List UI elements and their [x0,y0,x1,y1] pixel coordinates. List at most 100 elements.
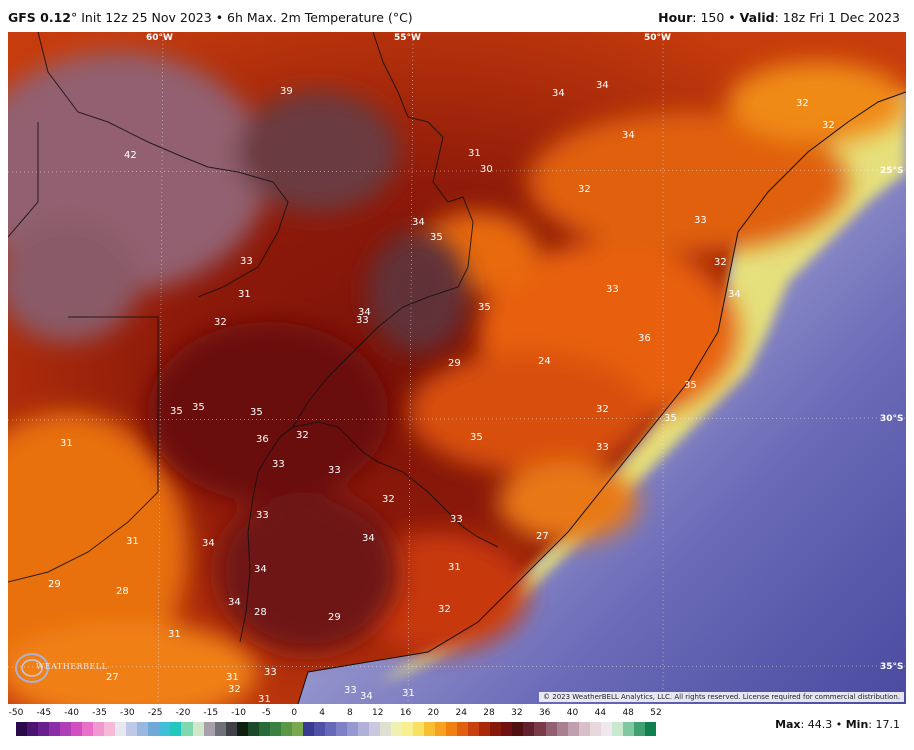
colorbar-swatch [611,722,623,736]
colorbar-swatch [446,722,458,736]
warm-zones [8,62,906,704]
colorbar-swatch [115,722,127,736]
colorbar-swatch [413,722,425,736]
temperature-value-label: 32 [822,120,835,131]
map-canvas: 60°W 55°W 50°W 25°S 30°S 35°S 39 42 34 34 32… [8,32,906,704]
colorbar-swatch [545,722,557,736]
temperature-value-label: 31 [168,629,181,640]
colorbar-swatch [369,722,381,736]
colorbar-swatch [170,722,182,736]
temperature-value-label: 34 [622,130,635,141]
temperature-value-label: 32 [438,604,451,615]
temperature-value-label: 31 [402,688,415,699]
header-title: GFS 0.12° Init 12z 25 Nov 2023 • 6h Max.… [8,10,413,25]
colorbar-swatch [402,722,414,736]
header-valid: Hour: 150 • Valid: 18z Fri 1 Dec 2023 [658,10,900,25]
colorbar-swatch [479,722,491,736]
colorbar-swatch [16,722,28,736]
colorbar-tick-label: 20 [427,708,440,718]
colorbar-swatch [280,722,292,736]
colorbar-ticks: -50 -45 -40 -35 -30 -25 -20 -15 -10 -5 0 4 8 12 16 20 24… [8,708,663,721]
temperature-value-label: 33 [356,315,369,326]
temperature-value-label: 31 [448,562,461,573]
header-separator-2: • [728,10,736,25]
colorbar-tick-label: 48 [622,708,634,718]
min-label: Min [845,718,869,731]
colorbar-swatch [324,722,336,736]
colorbar-swatch [600,722,612,736]
lat-label-25s: 25°S [880,166,904,176]
colorbar-tick-label: -50 [8,708,24,718]
colorbar-swatch [258,722,270,736]
hour-label: Hour [658,10,693,25]
colorbar-tick-label: 36 [538,708,551,718]
colorbar-swatch [214,722,226,736]
colorbar-swatch [346,722,358,736]
temperature-value-label: 32 [714,257,727,268]
colorbar-swatch [236,722,248,736]
colorbar-swatch [192,722,204,736]
colorbar: -50 -45 -40 -35 -30 -25 -20 -15 -10 -5 0 4 8 12 16 20 24… [8,708,663,744]
temperature-value-label: 29 [328,612,341,623]
max-min-stats: Max: 44.3 • Min: 17.1 [775,718,900,731]
temperature-value-label: 32 [596,404,609,415]
temperature-value-label: 29 [448,358,461,369]
temperature-value-label: 34 [358,307,371,318]
colorbar-swatch [225,722,237,736]
colorbar-swatch [578,722,590,736]
colorbar-swatch [60,722,72,736]
colorbar-swatch [159,722,171,736]
temperature-value-label: 34 [254,564,267,575]
temperature-value-label: 32 [228,684,241,695]
max-value: 44.3 [807,718,833,731]
temperature-value-label: 35 [430,232,443,243]
colorbar-swatch [380,722,392,736]
temperature-value-label: 33 [596,442,609,453]
temperature-value-label: 36 [638,333,651,344]
temperature-value-label: 35 [250,407,263,418]
logo-text: WEATHERBELL [36,662,108,671]
temperature-value-label: 42 [124,150,137,161]
colorbar-swatch [391,722,403,736]
colorbar-swatch [435,722,447,736]
temperature-value-label: 34 [596,80,609,91]
min-value: 17.1 [875,718,901,731]
colorbar-swatch [567,722,579,736]
temperature-value-label: 33 [328,465,341,476]
temperature-value-label: 24 [538,356,551,367]
temperature-value-label: 31 [258,694,271,704]
temperature-value-label: 32 [296,430,309,441]
temperature-value-label: 35 [684,380,697,391]
map-header: GFS 0.12° Init 12z 25 Nov 2023 • 6h Max.… [0,0,914,32]
colorbar-tick-label: 52 [650,708,662,718]
colorbar-tick-label: -45 [36,708,52,718]
lat-labels: 25°S 30°S 35°S [880,166,904,672]
colorbar-tick-label: 4 [319,708,325,718]
colorbar-tick-label: -5 [261,708,271,718]
temperature-value-label: 33 [344,685,357,696]
colorbar-swatch [313,722,325,736]
colorbar-swatch [457,722,469,736]
temperature-map[interactable]: 60°W 55°W 50°W 25°S 30°S 35°S 39 42 34 34 32… [8,32,906,704]
colorbar-swatch [633,722,645,736]
temperature-value-label: 32 [214,317,227,328]
colorbar-swatch [247,722,259,736]
country-borders [8,32,499,643]
colorbar-swatch [104,722,116,736]
temperature-value-label: 32 [578,184,591,195]
colorbar-swatch [27,722,39,736]
lon-label-55w: 55°W [394,33,421,43]
colorbar-swatch [424,722,436,736]
colorbar-swatch [490,722,502,736]
temperature-value-label: 35 [470,432,483,443]
model-name: GFS 0.12 [8,10,71,25]
temperature-value-label: 34 [552,88,565,99]
colorbar-swatch [468,722,480,736]
colorbar-swatch [49,722,61,736]
temperature-value-label: 35 [478,302,491,313]
temperature-value-label: 27 [536,531,549,542]
lat-label-30s: 30°S [880,414,904,424]
colorbar-tick-label: -30 [119,708,135,718]
temperature-value-label: 34 [412,217,425,228]
